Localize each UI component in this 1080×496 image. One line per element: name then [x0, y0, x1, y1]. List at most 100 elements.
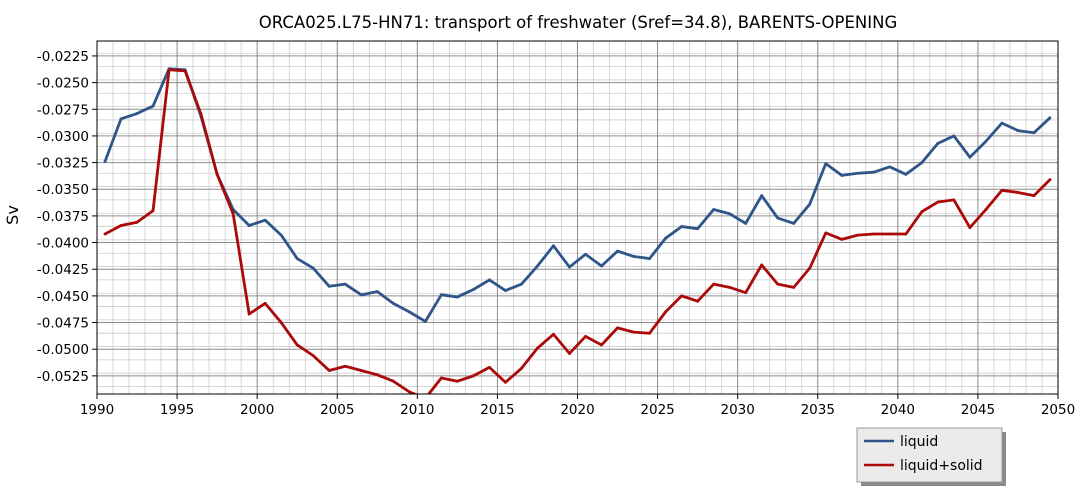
x-tick-label: 1995	[160, 402, 194, 418]
data-point-liquid	[103, 160, 107, 163]
data-point-liquid-solid	[600, 343, 603, 347]
data-point-liquid-solid	[327, 369, 331, 372]
x-tick-label: 2050	[1041, 402, 1075, 418]
data-point-liquid-solid	[632, 330, 635, 334]
y-tick-label: -0.0450	[37, 289, 89, 305]
data-point-liquid	[471, 288, 475, 291]
data-point-liquid	[520, 282, 523, 286]
data-point-liquid	[263, 218, 267, 222]
data-point-liquid-solid	[167, 68, 171, 72]
x-tick-label: 1990	[80, 402, 114, 418]
x-tick-label: 2045	[961, 402, 995, 418]
data-point-liquid	[616, 249, 619, 253]
y-tick-label: -0.0425	[37, 262, 89, 278]
data-point-liquid	[760, 194, 764, 198]
data-point-liquid	[984, 139, 988, 143]
data-point-liquid-solid	[504, 380, 507, 384]
data-point-liquid-solid	[680, 294, 684, 298]
data-point-liquid	[712, 208, 716, 211]
data-point-liquid-solid	[536, 346, 539, 350]
data-point-liquid-solid	[311, 354, 315, 358]
data-point-liquid-solid	[824, 231, 828, 235]
data-point-liquid-solid	[135, 220, 139, 224]
data-point-liquid-solid	[840, 237, 844, 241]
series-lines	[103, 67, 1052, 394]
data-point-liquid	[1016, 129, 1020, 132]
data-point-liquid	[504, 289, 507, 292]
data-point-liquid	[600, 264, 603, 268]
data-point-liquid-solid	[151, 209, 155, 212]
data-point-liquid-solid	[760, 263, 764, 267]
x-tick-label: 2035	[801, 402, 835, 418]
data-point-liquid-solid	[263, 301, 267, 305]
y-tick-label: -0.0500	[37, 342, 89, 358]
data-point-liquid	[920, 161, 924, 164]
y-tick-label: -0.0350	[37, 182, 89, 198]
legend-box	[856, 427, 1003, 483]
data-point-liquid	[936, 141, 940, 145]
data-point-liquid	[856, 171, 860, 175]
data-point-liquid	[904, 172, 908, 176]
data-point-liquid	[1032, 131, 1036, 135]
data-point-liquid-solid	[439, 376, 443, 380]
series-line-liquid-solid	[104, 68, 1051, 394]
data-point-liquid	[696, 227, 700, 231]
x-tick-label: 2040	[881, 402, 915, 418]
legend-label-liquid-solid: liquid+solid	[900, 458, 983, 474]
data-point-liquid-solid	[199, 113, 203, 116]
data-point-liquid	[664, 236, 667, 240]
data-point-liquid	[247, 224, 251, 227]
data-point-liquid-solid	[968, 226, 972, 230]
data-point-liquid	[728, 212, 732, 216]
data-point-liquid-solid	[744, 291, 748, 295]
data-point-liquid	[680, 225, 684, 228]
data-point-liquid-solid	[872, 232, 876, 236]
data-point-liquid-solid	[119, 224, 123, 227]
data-point-liquid-solid	[1016, 191, 1020, 194]
data-point-liquid-solid	[1048, 178, 1052, 182]
data-point-liquid-solid	[279, 321, 283, 324]
data-point-liquid	[744, 221, 748, 225]
data-point-liquid-solid	[984, 208, 988, 211]
data-point-liquid	[151, 104, 155, 108]
series-line-liquid	[103, 67, 1051, 323]
data-point-liquid	[824, 162, 828, 166]
data-point-liquid	[568, 265, 571, 269]
y-tick-label: -0.0250	[37, 76, 89, 92]
data-point-liquid	[119, 117, 123, 121]
data-point-liquid-solid	[455, 379, 459, 383]
y-tick-label: -0.0525	[37, 369, 89, 385]
data-point-liquid	[648, 257, 651, 260]
data-point-liquid-solid	[391, 379, 395, 383]
data-point-liquid-solid	[1000, 188, 1004, 192]
data-point-liquid	[423, 320, 427, 323]
data-point-liquid-solid	[952, 198, 956, 202]
data-point-liquid	[343, 282, 347, 286]
data-point-liquid-solid	[808, 266, 812, 270]
data-point-liquid-solid	[215, 172, 219, 176]
x-tick-label: 2020	[560, 402, 594, 418]
data-point-liquid-solid	[295, 343, 299, 347]
data-point-liquid-solid	[359, 369, 363, 372]
data-point-liquid	[135, 112, 139, 115]
data-point-liquid-solid	[648, 331, 651, 335]
x-tick-label: 2005	[320, 402, 354, 418]
data-point-liquid-solid	[856, 233, 860, 237]
data-point-liquid	[488, 278, 491, 282]
data-point-liquid	[439, 293, 443, 297]
data-point-liquid	[536, 264, 539, 268]
data-point-liquid-solid	[343, 364, 347, 368]
y-tick-label: -0.0300	[37, 129, 89, 145]
ticks: 1990 1995 2000 2005 2010 2015 2020 2025 2030 2035…	[37, 49, 1075, 418]
data-point-liquid	[295, 257, 299, 260]
data-point-liquid	[407, 310, 411, 314]
data-point-liquid	[952, 134, 956, 138]
data-point-liquid-solid	[920, 210, 924, 214]
y-tick-label: -0.0325	[37, 156, 89, 172]
data-point-liquid	[840, 173, 844, 177]
data-point-liquid-solid	[1032, 194, 1036, 198]
data-point-liquid	[1000, 121, 1004, 125]
x-tick-label: 2000	[240, 402, 274, 418]
